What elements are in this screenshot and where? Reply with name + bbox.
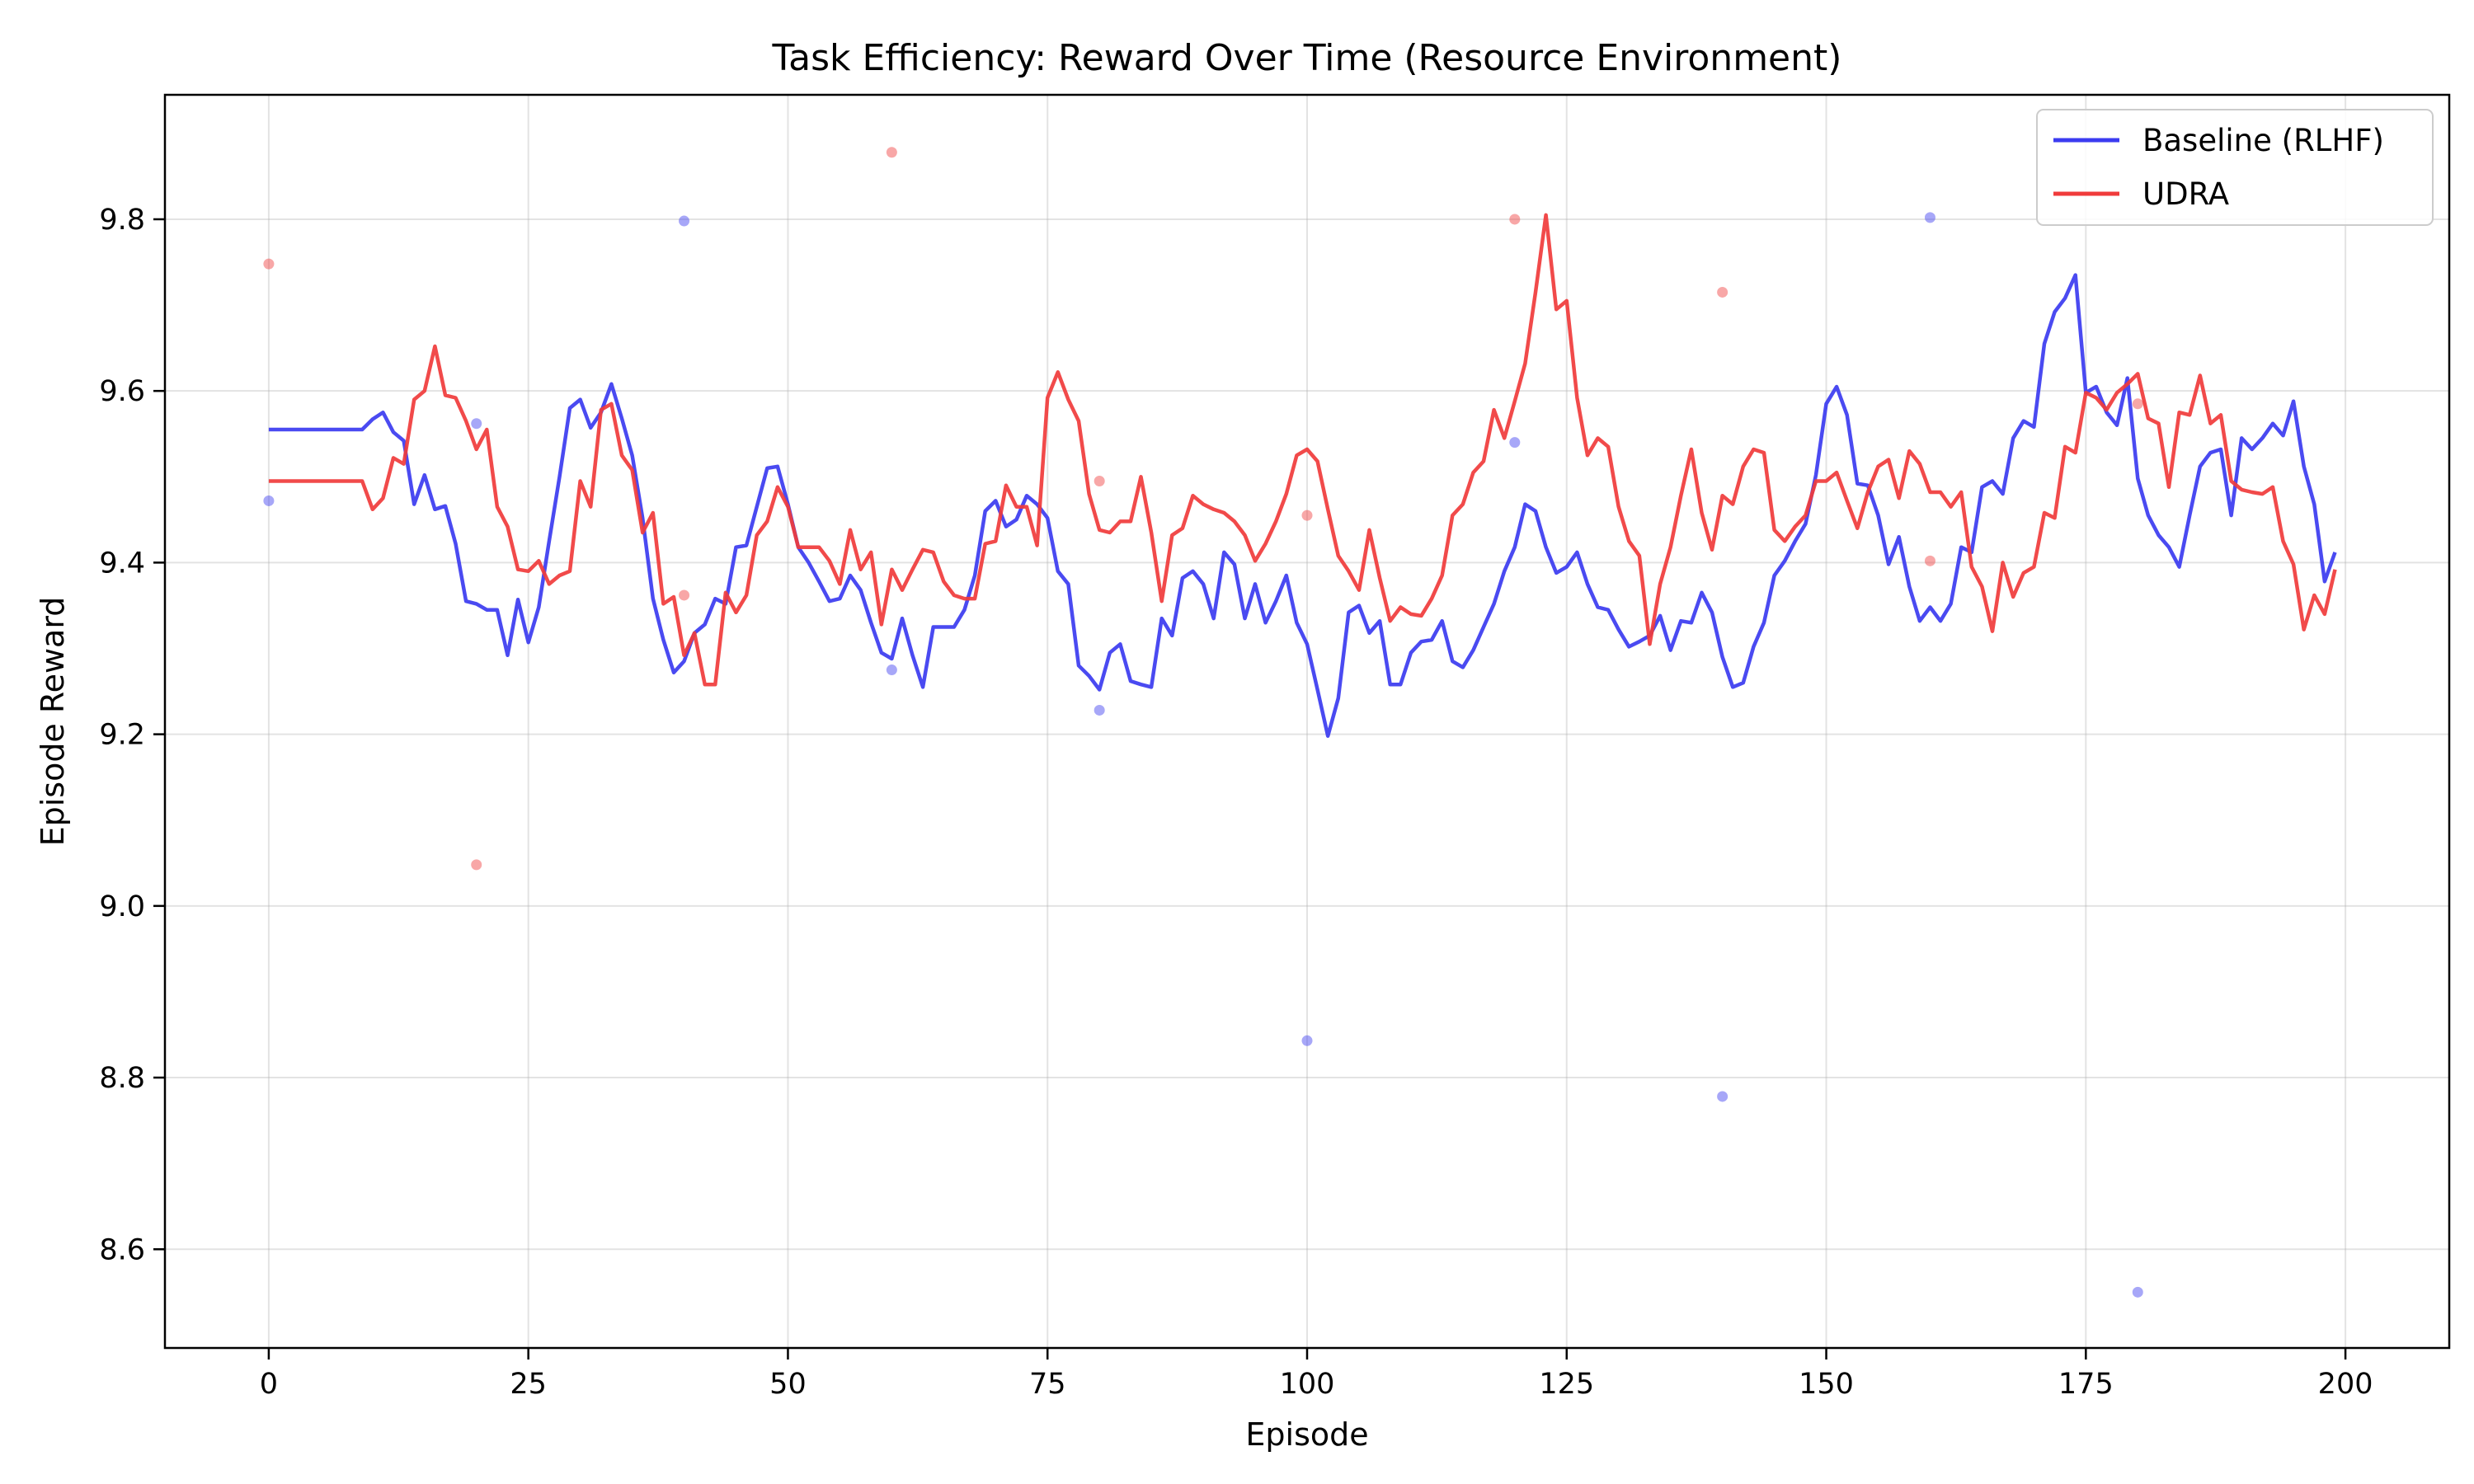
- baseline-scatter-point: [471, 418, 482, 430]
- udra-scatter-point: [2132, 398, 2143, 410]
- x-tick-label: 0: [260, 1368, 278, 1401]
- baseline-scatter-point: [1717, 1091, 1729, 1102]
- x-axis-title: Episode: [1245, 1416, 1368, 1453]
- chart-title: Task Efficiency: Reward Over Time (Resou…: [772, 37, 1842, 79]
- baseline-scatter-point: [1509, 437, 1521, 448]
- x-tick-label: 200: [2318, 1368, 2373, 1401]
- y-axis-title: Episode Reward: [35, 597, 71, 847]
- scatter-points: [263, 147, 2143, 1298]
- x-tick-label: 150: [1799, 1368, 1854, 1401]
- udra-scatter-point: [263, 258, 275, 270]
- x-axis: 0 25 50 75 100 125 150 175 200: [260, 1348, 2373, 1401]
- y-tick-label: 9.8: [99, 204, 145, 237]
- udra-scatter-point: [471, 859, 482, 871]
- udra-scatter-point: [1717, 286, 1729, 298]
- grid: [165, 95, 2449, 1348]
- udra-scatter-point: [886, 147, 897, 158]
- legend-label-udra: UDRA: [2142, 176, 2229, 212]
- baseline-scatter-point: [263, 495, 275, 506]
- y-tick-label: 8.8: [99, 1062, 145, 1095]
- legend-label-baseline: Baseline (RLHF): [2142, 123, 2384, 158]
- x-tick-label: 50: [769, 1368, 807, 1401]
- udra-scatter-point: [1924, 555, 1935, 566]
- x-tick-label: 125: [1539, 1368, 1594, 1401]
- baseline-scatter-point: [1094, 704, 1105, 716]
- legend: Baseline (RLHF) UDRA: [2036, 109, 2434, 226]
- udra-scatter-point: [1509, 214, 1521, 225]
- y-tick-label: 9.2: [99, 719, 145, 752]
- baseline-scatter-point: [1301, 1035, 1313, 1046]
- udra-series-line: [268, 213, 2337, 687]
- x-tick-label: 75: [1029, 1368, 1066, 1401]
- baseline-scatter-point: [679, 215, 690, 227]
- x-tick-label: 100: [1280, 1368, 1335, 1401]
- y-axis: 8.6 8.8 9.0 9.2 9.4 9.6 9.8: [99, 204, 165, 1266]
- series-lines: [268, 213, 2337, 738]
- y-tick-label: 9.0: [99, 890, 145, 923]
- udra-scatter-point: [679, 589, 690, 601]
- udra-scatter-point: [1301, 510, 1313, 521]
- x-tick-label: 25: [510, 1368, 547, 1401]
- baseline-scatter-point: [1924, 212, 1935, 223]
- udra-scatter-point: [1094, 475, 1105, 486]
- baseline-series-line: [268, 273, 2337, 738]
- x-tick-label: 175: [2058, 1368, 2114, 1401]
- y-tick-label: 9.6: [99, 375, 145, 408]
- y-tick-label: 8.6: [99, 1233, 145, 1266]
- baseline-scatter-point: [886, 665, 897, 676]
- legend-box: [2036, 109, 2434, 226]
- y-tick-label: 9.4: [99, 547, 145, 580]
- baseline-scatter-point: [2132, 1286, 2143, 1298]
